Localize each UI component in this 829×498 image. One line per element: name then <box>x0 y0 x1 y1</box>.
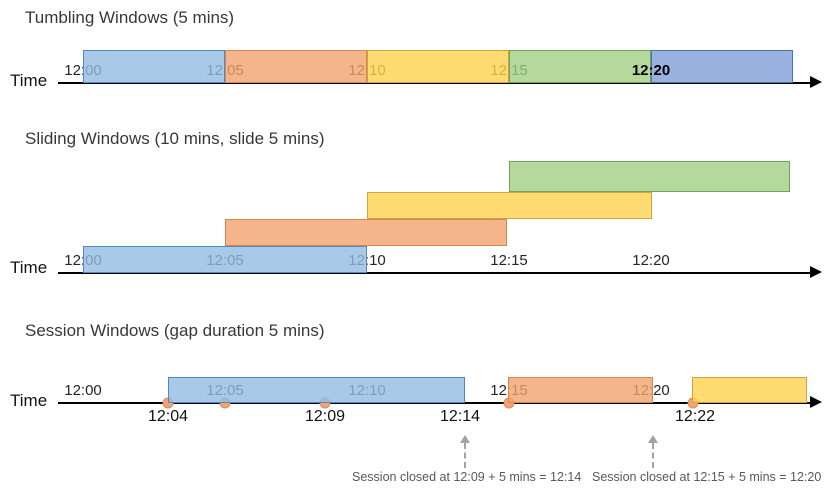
sliding-window-w1 <box>83 246 367 273</box>
sliding-window-w2 <box>225 219 507 246</box>
callout-arrow-line <box>464 443 466 468</box>
tumbling-window-w5 <box>651 50 793 83</box>
callout-arrow-head <box>460 435 470 443</box>
event-time-label-12:22: 12:22 <box>674 408 716 425</box>
sliding-window-w4 <box>509 161 790 192</box>
session-tick-label-12:00: 12:00 <box>64 382 102 399</box>
tumbling-section-title: Tumbling Windows (5 mins) <box>25 8 235 27</box>
session-closed-annotation: Session closed at 12:09 + 5 mins = 12:14 <box>352 470 582 484</box>
session-window-w1 <box>168 377 465 403</box>
event-time-label-12:04: 12:04 <box>147 408 189 425</box>
sliding-time-axis-line <box>58 272 812 274</box>
callout-arrow-head <box>648 435 658 443</box>
sliding-tick-label-12:15: 12:15 <box>490 252 528 269</box>
tumbling-time-axis-arrowhead <box>810 76 822 88</box>
tumbling-window-w2 <box>225 50 367 83</box>
tumbling-window-w4 <box>509 50 651 83</box>
callout-arrow-line <box>652 443 654 468</box>
session-time-axis-line <box>58 402 812 404</box>
sliding-section-title: Sliding Windows (10 mins, slide 5 mins) <box>25 129 325 148</box>
sliding-time-axis-arrowhead <box>810 266 822 278</box>
event-time-label-12:09: 12:09 <box>304 408 346 425</box>
tumbling-tick-label-12:20: 12:20 <box>631 62 671 79</box>
session-section-title: Session Windows (gap duration 5 mins) <box>25 321 325 340</box>
tumbling-window-w3 <box>367 50 509 83</box>
tumbling-window-w1 <box>83 50 225 83</box>
tumbling-time-axis-label: Time <box>10 71 48 90</box>
session-time-axis-label: Time <box>10 391 48 410</box>
sliding-window-w3 <box>367 192 652 219</box>
sliding-time-axis-label: Time <box>10 258 48 277</box>
sliding-tick-label-12:20: 12:20 <box>632 252 670 269</box>
session-time-axis-arrowhead <box>810 396 822 408</box>
session-window-w3 <box>692 377 807 403</box>
session-closed-annotation: Session closed at 12:15 + 5 mins = 12:20 <box>592 470 822 484</box>
session-window-w2 <box>508 377 653 403</box>
tumbling-time-axis-line <box>58 82 812 84</box>
event-time-label-12:14: 12:14 <box>439 408 481 425</box>
